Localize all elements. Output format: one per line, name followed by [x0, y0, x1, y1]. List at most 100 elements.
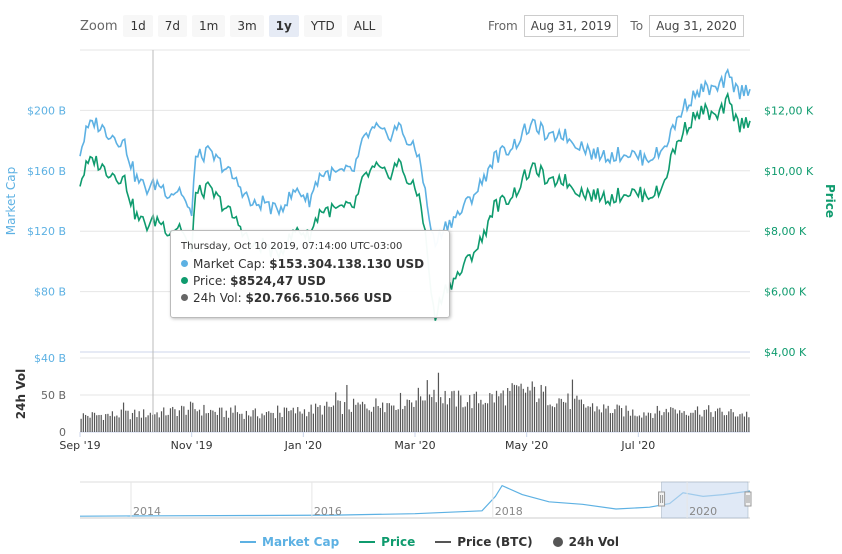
zoom-ytd-button[interactable]: YTD: [303, 15, 342, 37]
volume-bar: [98, 414, 100, 432]
volume-bar: [424, 400, 426, 432]
legend-item-price-btc[interactable]: Price (BTC): [435, 535, 533, 549]
volume-bar: [259, 418, 261, 432]
y-right-tick-label: $12,00 K: [764, 104, 814, 117]
volume-bar: [87, 415, 89, 432]
volume-bar: [710, 412, 712, 432]
volume-bar: [290, 410, 292, 432]
volume-bar: [647, 412, 649, 432]
volume-bar: [189, 401, 192, 432]
x-tick-label: Jul '20: [620, 439, 655, 452]
volume-bar: [122, 402, 125, 432]
volume-bar: [419, 396, 422, 432]
from-date-input[interactable]: Aug 31, 2019: [523, 15, 619, 37]
volume-bar: [681, 412, 683, 432]
volume-bar: [652, 417, 654, 432]
tooltip-row-price: Price: $8524,47 USD: [181, 274, 326, 288]
volume-bar: [214, 411, 216, 432]
volume-bar: [145, 417, 147, 432]
volume-bar: [102, 419, 105, 432]
volume-bar: [607, 405, 609, 432]
volume-bar: [120, 409, 122, 432]
volume-bar: [500, 393, 502, 432]
tooltip-label: Market Cap:: [193, 257, 266, 271]
volume-bar: [558, 398, 560, 432]
y-left-tick-label: $80 B: [34, 286, 66, 299]
volume-bar: [263, 415, 265, 432]
volume-bar: [218, 407, 221, 432]
volume-bar: [223, 417, 225, 432]
zoom-1y-button[interactable]: 1y: [268, 15, 299, 37]
volume-bar: [279, 412, 281, 432]
volume-bar: [502, 390, 504, 432]
zoom-all-button[interactable]: ALL: [346, 15, 383, 37]
volume-bar: [105, 414, 107, 432]
zoom-7d-button[interactable]: 7d: [157, 15, 188, 37]
navigator-selection: [661, 481, 749, 519]
volume-bar: [156, 412, 158, 432]
volume-bar: [344, 402, 346, 432]
volume-bar: [131, 412, 134, 432]
volume-bar: [111, 411, 113, 432]
volume-bar: [370, 411, 373, 432]
legend-line-icon: [359, 541, 376, 543]
volume-bar: [91, 412, 93, 432]
volume-bar: [600, 412, 603, 432]
volume-bar: [703, 410, 705, 432]
volume-bar: [236, 412, 239, 432]
legend-item-price[interactable]: Price: [359, 535, 415, 549]
legend: Market Cap Price Price (BTC) 24h Vol: [240, 535, 639, 549]
tooltip: Thursday, Oct 10 2019, 07:14:00 UTC-03:0…: [170, 230, 450, 318]
legend-line-icon: [240, 541, 256, 543]
volume-bar: [583, 404, 585, 432]
volume-bar: [377, 406, 379, 432]
to-date-input[interactable]: Aug 31, 2020: [649, 15, 744, 37]
legend-item-market-cap[interactable]: Market Cap: [240, 535, 339, 549]
y-left-tick-label: $160 B: [27, 165, 66, 178]
volume-bar: [549, 404, 551, 432]
legend-dot-icon: [552, 537, 563, 547]
volume-bar: [629, 415, 632, 432]
volume-bar: [167, 414, 169, 432]
volume-bar: [301, 413, 303, 432]
volume-bar: [359, 404, 361, 432]
zoom-1d-button[interactable]: 1d: [123, 15, 153, 37]
volume-dot-icon: [181, 294, 188, 301]
volume-bar: [346, 384, 348, 432]
legend-item-volume[interactable]: 24h Vol: [552, 535, 619, 549]
volume-bar: [203, 404, 205, 432]
volume-bar: [181, 405, 183, 432]
volume-bar: [248, 415, 250, 432]
y-volume-tick-label: 50 B: [41, 389, 66, 402]
tooltip-label: 24h Vol:: [193, 291, 242, 305]
volume-bar: [294, 413, 297, 432]
volume-bar: [721, 411, 723, 432]
volume-bar: [484, 402, 486, 432]
volume-bar: [323, 405, 326, 432]
zoom-1m-button[interactable]: 1m: [192, 15, 226, 37]
volume-bar: [256, 416, 259, 432]
volume-bar: [312, 413, 314, 432]
volume-bar: [556, 403, 558, 432]
volume-bar: [232, 412, 234, 432]
volume-bar: [444, 390, 446, 432]
zoom-3m-button[interactable]: 3m: [230, 15, 264, 37]
volume-bar: [330, 406, 332, 432]
volume-bar: [384, 412, 386, 432]
volume-bar: [399, 392, 402, 432]
navigator-series-line: [79, 484, 751, 517]
x-tick-label: Sep '19: [59, 439, 100, 452]
volume-bar: [332, 405, 335, 432]
volume-bar: [614, 409, 616, 432]
volume-bar: [243, 418, 245, 432]
y-left-axis-label: Market Cap: [4, 167, 18, 235]
volume-bar: [737, 416, 739, 432]
volume-bar: [480, 399, 482, 432]
volume-bar: [694, 410, 696, 432]
volume-bar: [158, 417, 160, 432]
volume-bar: [495, 390, 498, 432]
volume-bar: [536, 402, 538, 432]
volume-bar: [116, 415, 118, 432]
volume-bar: [426, 380, 428, 432]
